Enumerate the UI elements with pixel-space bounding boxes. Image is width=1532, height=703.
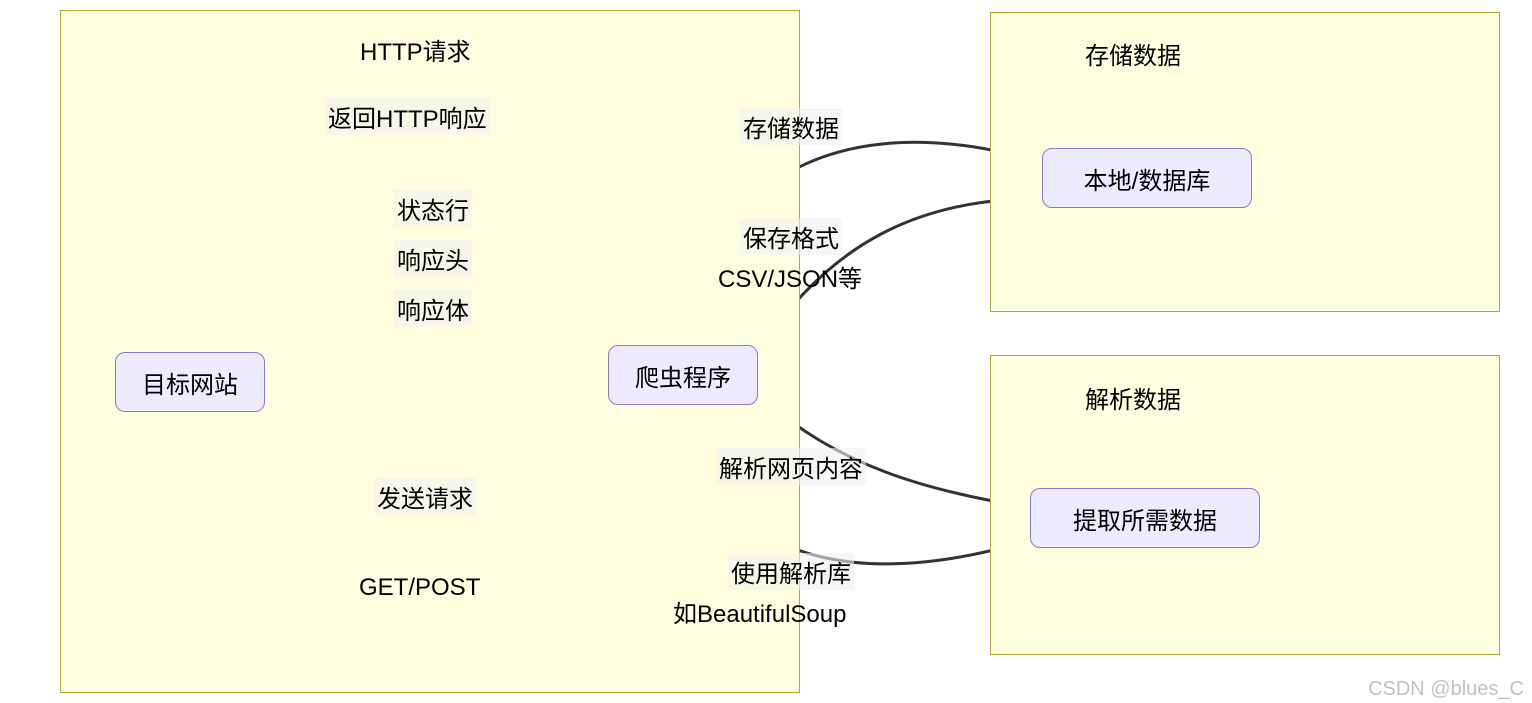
label-5: GET/POST (356, 573, 483, 603)
label-9: 解析网页内容 (716, 448, 866, 485)
label-6: 存储数据 (740, 108, 842, 145)
label-10: 使用解析库 (728, 553, 854, 590)
label-4: 发送请求 (374, 478, 476, 515)
node-target_site: 目标网站 (115, 352, 265, 412)
node-local_db: 本地/数据库 (1042, 148, 1252, 208)
label-0: 返回HTTP响应 (325, 98, 490, 135)
watermark: CSDN @blues_C (1368, 678, 1524, 701)
node-crawler: 爬虫程序 (608, 345, 758, 405)
container-title-http_request: HTTP请求 (360, 32, 471, 67)
label-8: CSV/JSON等 (715, 258, 865, 295)
label-2: 响应头 (394, 240, 472, 277)
node-extract_data: 提取所需数据 (1030, 488, 1260, 548)
label-3: 响应体 (394, 290, 472, 327)
container-title-parse_data: 解析数据 (1085, 380, 1181, 415)
label-7: 保存格式 (740, 218, 842, 255)
label-1: 状态行 (394, 190, 472, 227)
label-11: 如BeautifulSoup (670, 593, 849, 630)
container-title-store_data: 存储数据 (1085, 36, 1181, 71)
